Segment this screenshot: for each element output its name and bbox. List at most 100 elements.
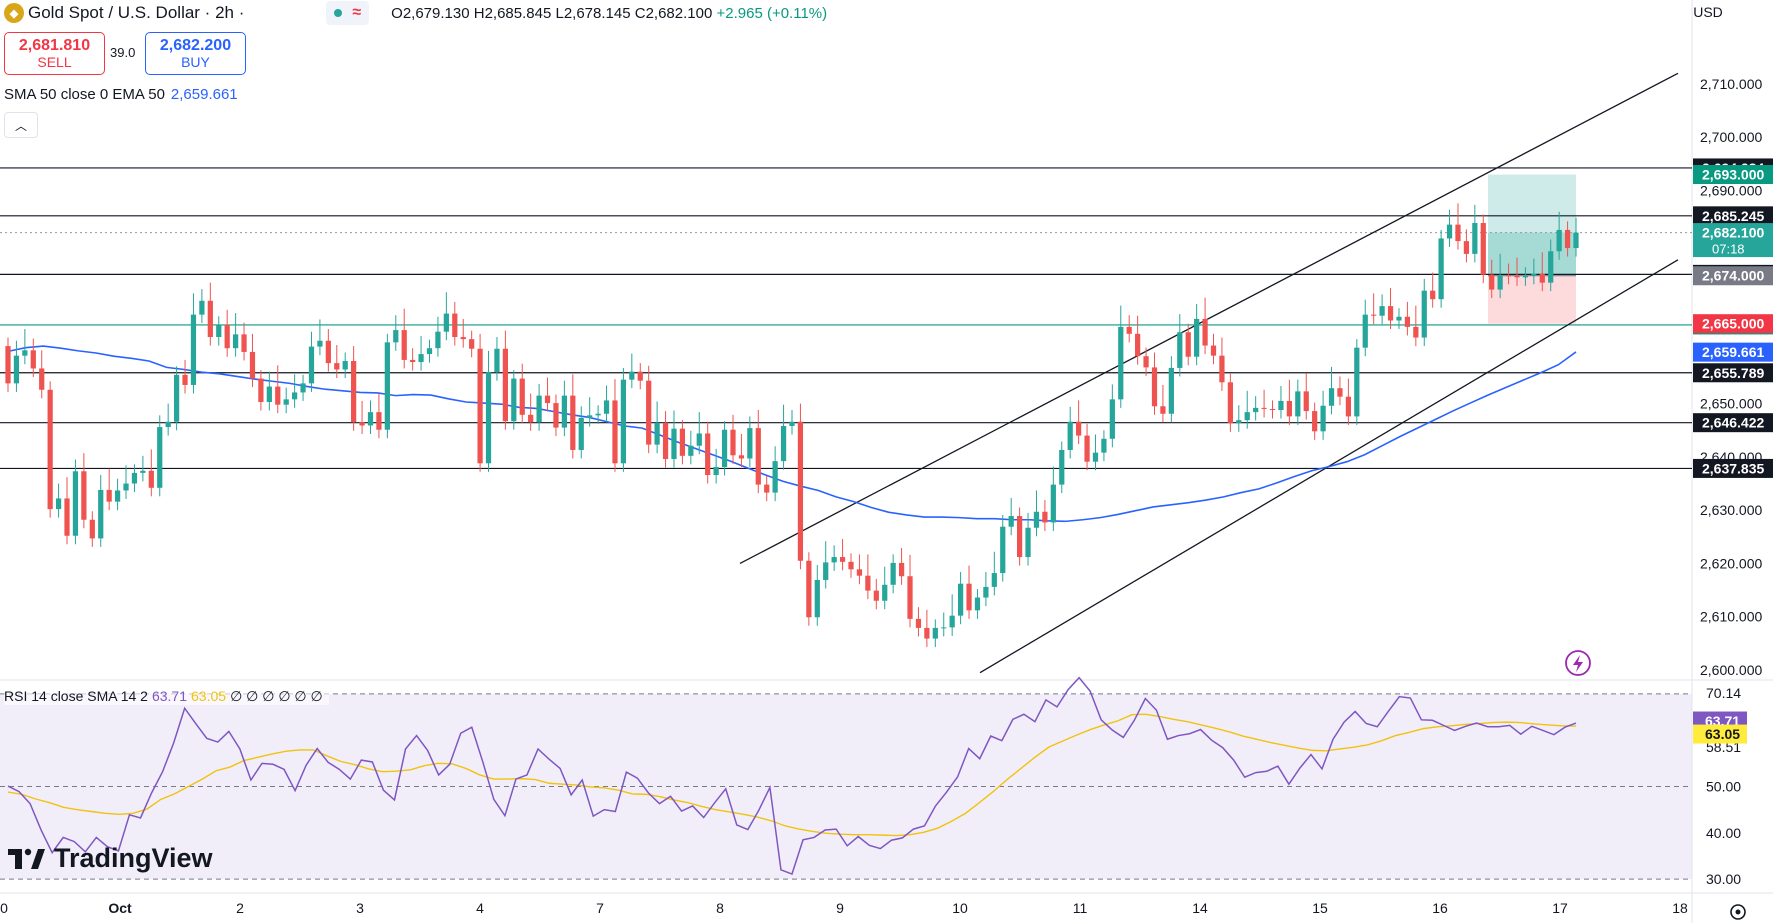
candle-body <box>477 348 483 464</box>
candle-body <box>182 374 188 385</box>
candle-body <box>831 557 837 563</box>
candle-body <box>443 313 449 332</box>
candle-body <box>1143 356 1149 368</box>
symbol-title[interactable]: Gold Spot / U.S. Dollar · 2h · <box>28 3 245 22</box>
candle-body <box>764 484 770 493</box>
candle-body <box>662 422 669 460</box>
candle-body <box>1455 224 1461 242</box>
candle-body <box>1261 407 1267 409</box>
candle-body <box>1092 452 1099 462</box>
candle-body <box>30 350 36 369</box>
candles <box>5 203 1579 648</box>
candle-body <box>1177 332 1183 368</box>
candle-body <box>1413 326 1419 338</box>
candle-body <box>216 324 222 338</box>
candle-body <box>1042 511 1048 523</box>
candle-body <box>730 429 736 456</box>
candle-body <box>654 422 660 445</box>
candle-body <box>1185 332 1191 357</box>
candle-body <box>418 354 424 363</box>
candle-body <box>1438 238 1444 300</box>
candle-body <box>1514 275 1520 278</box>
candle-body <box>839 557 846 562</box>
candle-body <box>342 360 348 370</box>
rsi-legend-placeholders: ∅ ∅ ∅ ∅ ∅ ∅ <box>230 688 323 704</box>
price-badge <box>1693 363 1773 383</box>
candle-body <box>376 412 382 430</box>
time-tick-label: 16 <box>1432 900 1448 916</box>
candle-body <box>646 380 652 445</box>
sell-button[interactable]: 2,681.810 SELL <box>4 32 105 75</box>
candle-body <box>300 383 306 393</box>
candle-body <box>983 586 989 598</box>
candle-body <box>241 334 247 352</box>
candle-body <box>1000 526 1006 574</box>
collapse-legend-button[interactable]: ︿ <box>4 112 38 138</box>
candle-body <box>81 471 87 520</box>
time-tick-label: 7 <box>596 900 604 916</box>
rsi-badge-text: 63.05 <box>1705 726 1740 742</box>
candle-body <box>1168 367 1174 414</box>
buy-button[interactable]: 2,682.200 BUY <box>145 32 246 75</box>
tradingview-watermark[interactable]: TradingView <box>8 843 213 874</box>
sma-legend[interactable]: SMA 50 close 0 EMA 50 2,659.661 <box>4 86 238 103</box>
candle-body <box>89 519 95 539</box>
candle-body <box>1016 516 1023 558</box>
rsi-tick-label: 50.00 <box>1706 779 1741 795</box>
channel-upper-line <box>739 72 1679 565</box>
candle-body <box>114 490 121 502</box>
lightning-icon[interactable] <box>1565 650 1591 676</box>
candle-body <box>587 415 593 418</box>
settings-icon[interactable] <box>1730 904 1746 920</box>
candle-body <box>1362 314 1368 348</box>
chart-header: ◆ Gold Spot / U.S. Dollar · 2h · ≈ O2,67… <box>0 0 827 26</box>
candle-body <box>283 399 289 405</box>
candle-body <box>410 359 416 363</box>
candle-body <box>738 455 745 459</box>
candle-body <box>140 470 146 473</box>
ohlc-low: L2,678.145 <box>555 4 631 22</box>
candle-body <box>1463 241 1470 254</box>
candle-body <box>1286 400 1292 417</box>
time-tick-label: 2 <box>236 900 244 916</box>
price-axis[interactable]: 2,600.000 2,610.000 2,620.000 2,630.000 2,64… <box>1700 76 1762 887</box>
spread-value: 39.0 <box>110 45 136 60</box>
price-badge <box>1693 458 1773 478</box>
candle-body <box>890 562 896 585</box>
candle-body <box>1396 316 1402 321</box>
candle-body <box>64 498 70 536</box>
rsi-legend[interactable]: RSI 14 close SMA 14 2 63.71 63.05 ∅ ∅ ∅ ∅ ∅… <box>4 688 329 705</box>
candle-body <box>1227 382 1233 424</box>
candle-body <box>1387 306 1394 321</box>
rsi-sma-line <box>7 713 1577 837</box>
candle-body <box>1084 435 1090 462</box>
candle-body <box>1269 408 1276 411</box>
candle-body <box>460 337 466 340</box>
candle-body <box>974 597 981 611</box>
candle-body <box>696 433 702 446</box>
rsi-badge <box>1693 724 1747 744</box>
candle-body <box>966 583 972 611</box>
candle-body <box>991 573 997 587</box>
candle-body <box>721 429 728 468</box>
candle-body <box>629 371 635 380</box>
candle-body <box>705 433 711 476</box>
candle-body <box>932 627 938 639</box>
price-badge <box>1693 314 1773 334</box>
candle-body <box>72 471 79 536</box>
market-status-pill[interactable]: ≈ <box>326 1 370 25</box>
time-axis[interactable]: 0 Oct 2 3 4 7 8 9 10 11 14 15 16 17 18 <box>0 900 1688 916</box>
candle-body <box>1278 400 1284 411</box>
currency-selector[interactable]: USD <box>1693 4 1723 20</box>
candle-body <box>1548 251 1554 283</box>
rsi-tick-label: 30.00 <box>1706 871 1741 887</box>
candle-body <box>325 340 331 364</box>
time-tick-label: 11 <box>1073 900 1088 916</box>
gold-coin-icon: ◆ <box>4 3 24 23</box>
candle-body <box>249 351 256 379</box>
candle-body <box>898 562 905 577</box>
price-tick-label: 2,700.000 <box>1700 129 1762 145</box>
candle-body <box>1219 355 1225 383</box>
candle-body <box>1151 367 1158 407</box>
